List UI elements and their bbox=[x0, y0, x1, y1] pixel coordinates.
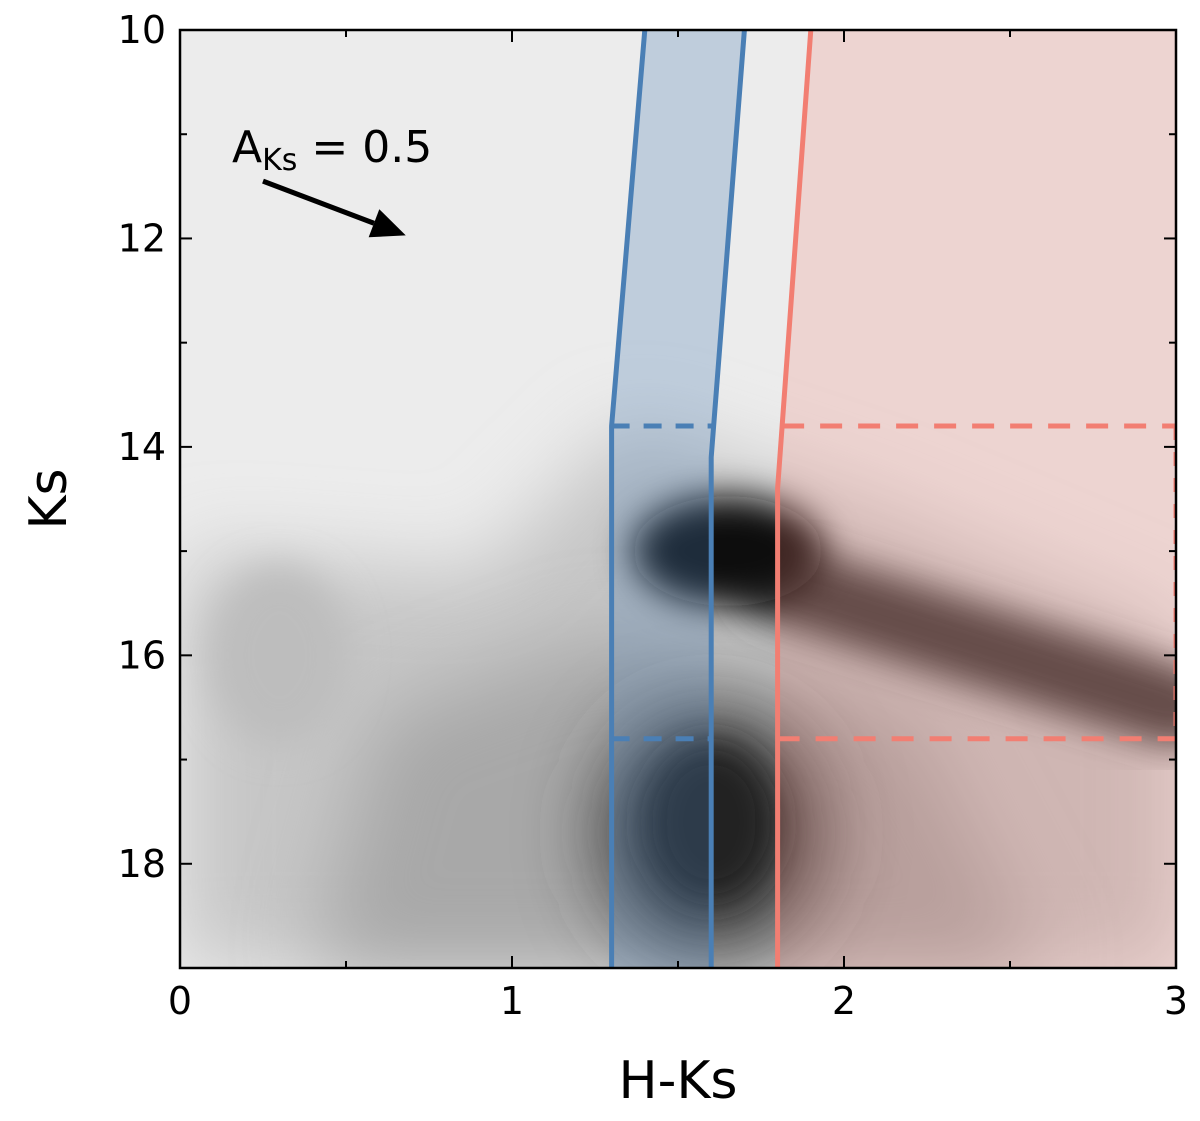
red-region-fill bbox=[777, 30, 1176, 968]
density-map bbox=[180, 30, 1176, 968]
x-tick-label: 2 bbox=[832, 979, 856, 1023]
blue-band-right-edge bbox=[708, 30, 747, 968]
feature-red-clump-tail bbox=[737, 542, 1176, 748]
red-region-left-edge bbox=[775, 30, 814, 968]
x-tick-label: 3 bbox=[1164, 979, 1188, 1023]
y-tick-label: 12 bbox=[118, 216, 166, 260]
y-tick-label: 10 bbox=[118, 8, 166, 52]
y-tick-label: 16 bbox=[118, 633, 166, 677]
y-axis-label: Ks bbox=[19, 468, 79, 529]
x-tick-label: 1 bbox=[500, 979, 524, 1023]
extinction-label: AKs = 0.5 bbox=[232, 122, 432, 178]
feature-faint-branch bbox=[209, 565, 350, 746]
y-tick-label: 18 bbox=[118, 842, 166, 886]
extinction-arrow-shaft bbox=[262, 178, 375, 226]
y-tick-label: 14 bbox=[118, 425, 166, 469]
x-tick-label: 0 bbox=[168, 979, 192, 1023]
x-axis-label: H-Ks bbox=[618, 1051, 737, 1111]
extinction-arrow-head bbox=[368, 209, 406, 238]
